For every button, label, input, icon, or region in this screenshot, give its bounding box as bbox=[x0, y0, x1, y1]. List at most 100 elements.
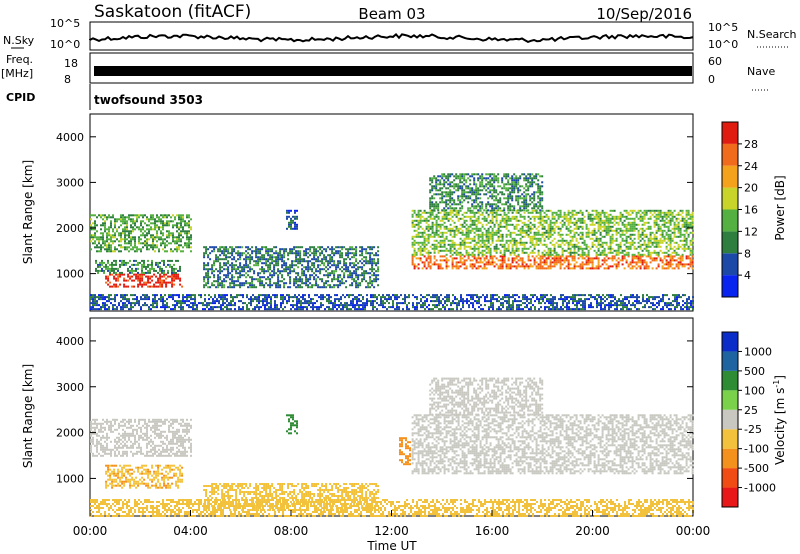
data-cell bbox=[194, 298, 196, 301]
data-cell bbox=[301, 258, 304, 261]
data-cell bbox=[631, 267, 634, 270]
data-cell bbox=[417, 213, 420, 216]
data-cell bbox=[230, 308, 232, 311]
data-cell bbox=[117, 275, 120, 278]
data-cell bbox=[132, 230, 134, 233]
data-cell bbox=[485, 239, 488, 242]
data-cell bbox=[295, 252, 298, 255]
data-cell bbox=[299, 260, 302, 263]
data-cell bbox=[591, 229, 594, 232]
data-cell bbox=[543, 219, 546, 222]
data-cell bbox=[639, 259, 642, 262]
data-cell bbox=[569, 239, 572, 242]
data-cell bbox=[449, 223, 452, 226]
nave-tick-top: 60 bbox=[708, 55, 722, 68]
data-cell bbox=[673, 259, 676, 262]
data-cell bbox=[444, 302, 446, 305]
data-cell bbox=[141, 273, 144, 276]
data-cell bbox=[168, 306, 170, 309]
data-cell bbox=[207, 282, 210, 285]
data-cell bbox=[436, 296, 438, 299]
data-cell bbox=[145, 281, 148, 284]
data-cell bbox=[563, 261, 566, 264]
data-cell bbox=[561, 251, 564, 254]
data-cell bbox=[369, 260, 372, 263]
data-cell bbox=[109, 263, 111, 266]
data-cell bbox=[182, 308, 184, 311]
data-cell bbox=[163, 273, 166, 276]
data-cell bbox=[217, 256, 220, 259]
data-cell bbox=[317, 284, 320, 287]
data-cell bbox=[221, 282, 224, 285]
data-cell bbox=[425, 227, 428, 230]
data-cell bbox=[419, 241, 422, 244]
data-cell bbox=[503, 253, 506, 256]
data-cell bbox=[569, 219, 572, 222]
data-cell bbox=[481, 253, 484, 256]
data-cell bbox=[515, 267, 518, 270]
data-cell bbox=[297, 246, 300, 249]
data-cell bbox=[124, 306, 126, 309]
data-cell bbox=[453, 225, 456, 228]
data-cell bbox=[436, 294, 438, 297]
data-cell bbox=[581, 257, 584, 260]
data-cell bbox=[320, 304, 322, 307]
data-cell bbox=[296, 298, 298, 301]
data-cell bbox=[663, 255, 666, 258]
data-cell bbox=[119, 259, 121, 262]
data-cell bbox=[566, 298, 568, 301]
data-cell bbox=[498, 300, 500, 303]
data-cell bbox=[275, 250, 278, 253]
data-cell bbox=[522, 308, 524, 311]
data-cell bbox=[120, 246, 122, 249]
data-cell bbox=[164, 244, 166, 247]
data-cell bbox=[692, 302, 694, 305]
data-cell bbox=[247, 270, 250, 273]
data-cell bbox=[632, 302, 634, 305]
data-cell bbox=[174, 236, 176, 239]
data-cell bbox=[255, 278, 258, 281]
data-cell bbox=[282, 298, 284, 301]
data-cell bbox=[416, 302, 418, 305]
data-cell bbox=[237, 280, 240, 283]
data-cell bbox=[649, 255, 652, 258]
data-cell bbox=[100, 214, 102, 217]
data-cell bbox=[563, 259, 566, 262]
data-cell bbox=[529, 217, 532, 220]
data-cell bbox=[567, 233, 570, 236]
data-cell bbox=[152, 222, 154, 225]
data-cell bbox=[545, 213, 548, 216]
data-cell bbox=[223, 278, 226, 281]
data-cell bbox=[290, 296, 292, 299]
data-cell bbox=[675, 263, 678, 266]
data-cell bbox=[363, 248, 366, 251]
data-cell bbox=[285, 282, 288, 285]
data-cell bbox=[116, 248, 118, 251]
data-cell bbox=[114, 220, 116, 223]
data-cell bbox=[469, 247, 472, 250]
data-cell bbox=[136, 248, 138, 251]
data-cell bbox=[530, 306, 532, 309]
data-cell bbox=[213, 264, 216, 267]
data-cell bbox=[94, 298, 96, 301]
data-cell bbox=[597, 267, 600, 270]
data-cell bbox=[176, 224, 178, 227]
data-cell bbox=[245, 256, 248, 259]
data-cell bbox=[267, 252, 270, 255]
data-cell bbox=[140, 234, 142, 237]
data-cell bbox=[578, 298, 580, 301]
data-cell bbox=[604, 300, 606, 303]
data-cell bbox=[269, 264, 272, 267]
data-cell bbox=[545, 243, 548, 246]
data-cell bbox=[433, 215, 436, 218]
data-cell bbox=[465, 219, 468, 222]
data-cell bbox=[207, 270, 210, 273]
data-cell bbox=[623, 257, 626, 260]
data-cell bbox=[653, 259, 656, 262]
data-cell bbox=[254, 296, 256, 299]
data-cell bbox=[429, 215, 432, 218]
data-cell bbox=[301, 286, 304, 289]
data-cell bbox=[128, 246, 130, 249]
data-cell bbox=[182, 306, 184, 309]
data-cell bbox=[129, 277, 132, 280]
